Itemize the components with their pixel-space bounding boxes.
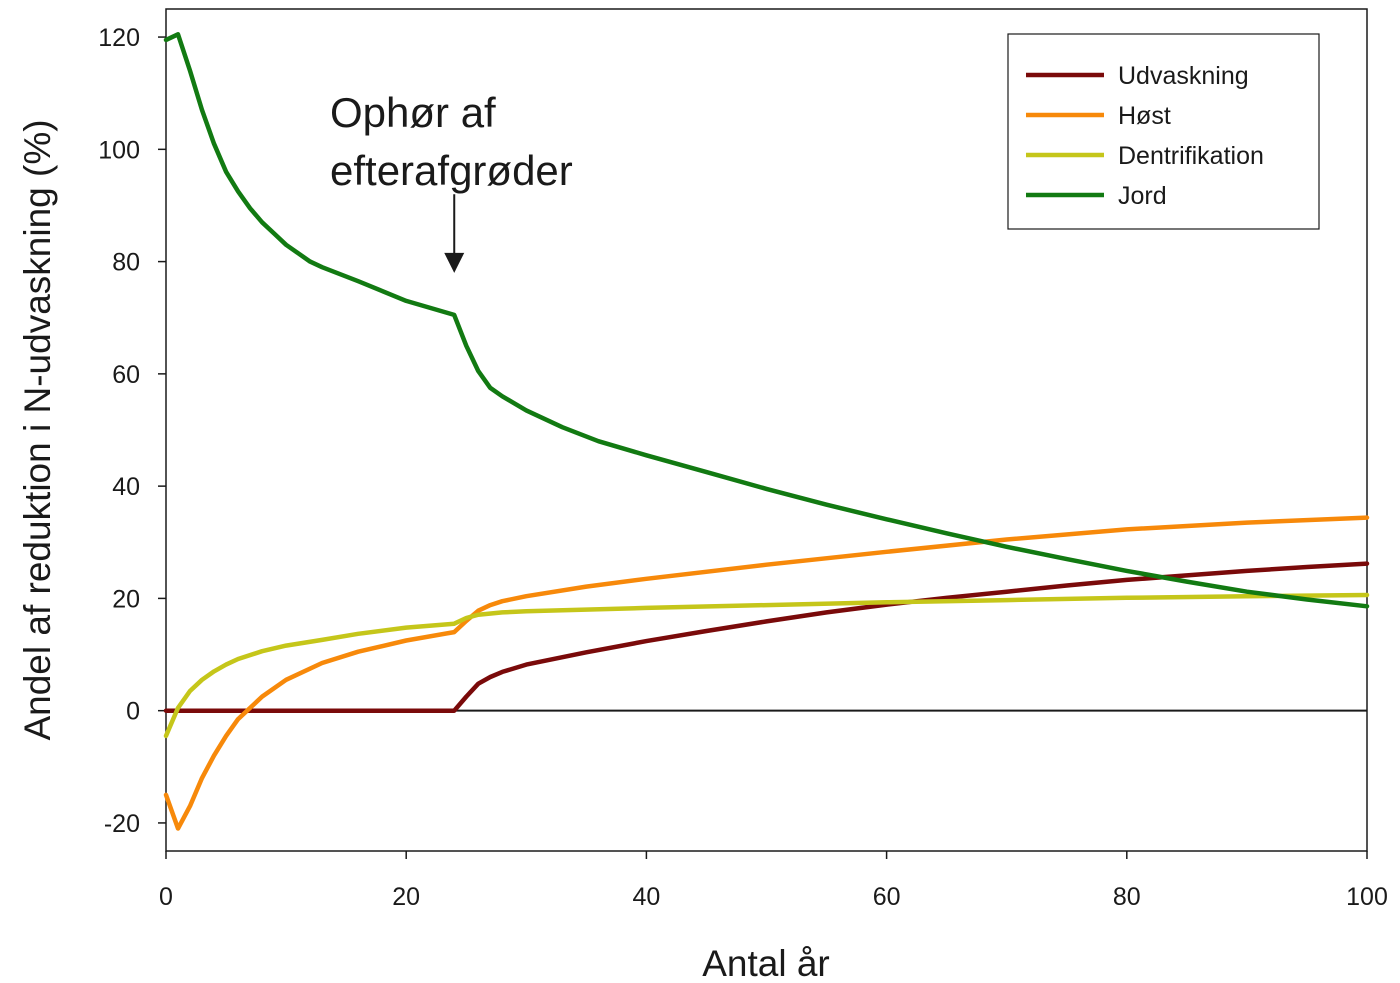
series-line-dentrifikation [163, 592, 1370, 739]
annotation: Ophør af efterafgrøder [330, 89, 573, 273]
x-axis-title: Antal år [702, 943, 830, 983]
plot-frame [165, 8, 1368, 852]
y-tick-label: 60 [112, 361, 140, 389]
y-tick-label: 100 [98, 136, 140, 164]
series-line-jord [163, 32, 1370, 609]
x-axis: 0 20 40 60 80 100 [159, 851, 1388, 911]
y-axis-title: Andel af reduktion i N-udvaskning (%) [17, 119, 58, 740]
x-tick-label: 100 [1346, 883, 1388, 911]
y-tick-label: 120 [98, 24, 140, 52]
legend-label-udvaskning: Udvaskning [1118, 62, 1249, 90]
x-tick-label: 40 [632, 883, 660, 911]
annotation-line-2: efterafgrøder [330, 147, 573, 194]
y-tick-label: 80 [112, 249, 140, 277]
y-tick-label: -20 [104, 810, 140, 838]
y-tick-label: 0 [126, 698, 140, 726]
annotation-arrow-head [444, 252, 465, 273]
series-layer [163, 32, 1370, 831]
legend-label-jord: Jord [1118, 182, 1167, 210]
x-tick-label: 0 [159, 883, 173, 911]
x-tick-label: 60 [873, 883, 901, 911]
legend: Udvaskning Høst Dentrifikation Jord [1007, 33, 1320, 230]
y-tick-label: 40 [112, 473, 140, 501]
series-line-udvaskning [163, 561, 1370, 713]
annotation-line-1: Ophør af [330, 89, 496, 136]
legend-box [1007, 33, 1320, 230]
x-tick-label: 80 [1113, 883, 1141, 911]
x-tick-label: 20 [392, 883, 420, 911]
series-line-høst [163, 515, 1370, 831]
legend-label-høst: Høst [1118, 102, 1171, 130]
y-tick-label: 20 [112, 585, 140, 613]
y-axis: -20 0 20 40 60 80 100 120 [98, 24, 166, 838]
legend-label-dentrifikation: Dentrifikation [1118, 142, 1264, 170]
